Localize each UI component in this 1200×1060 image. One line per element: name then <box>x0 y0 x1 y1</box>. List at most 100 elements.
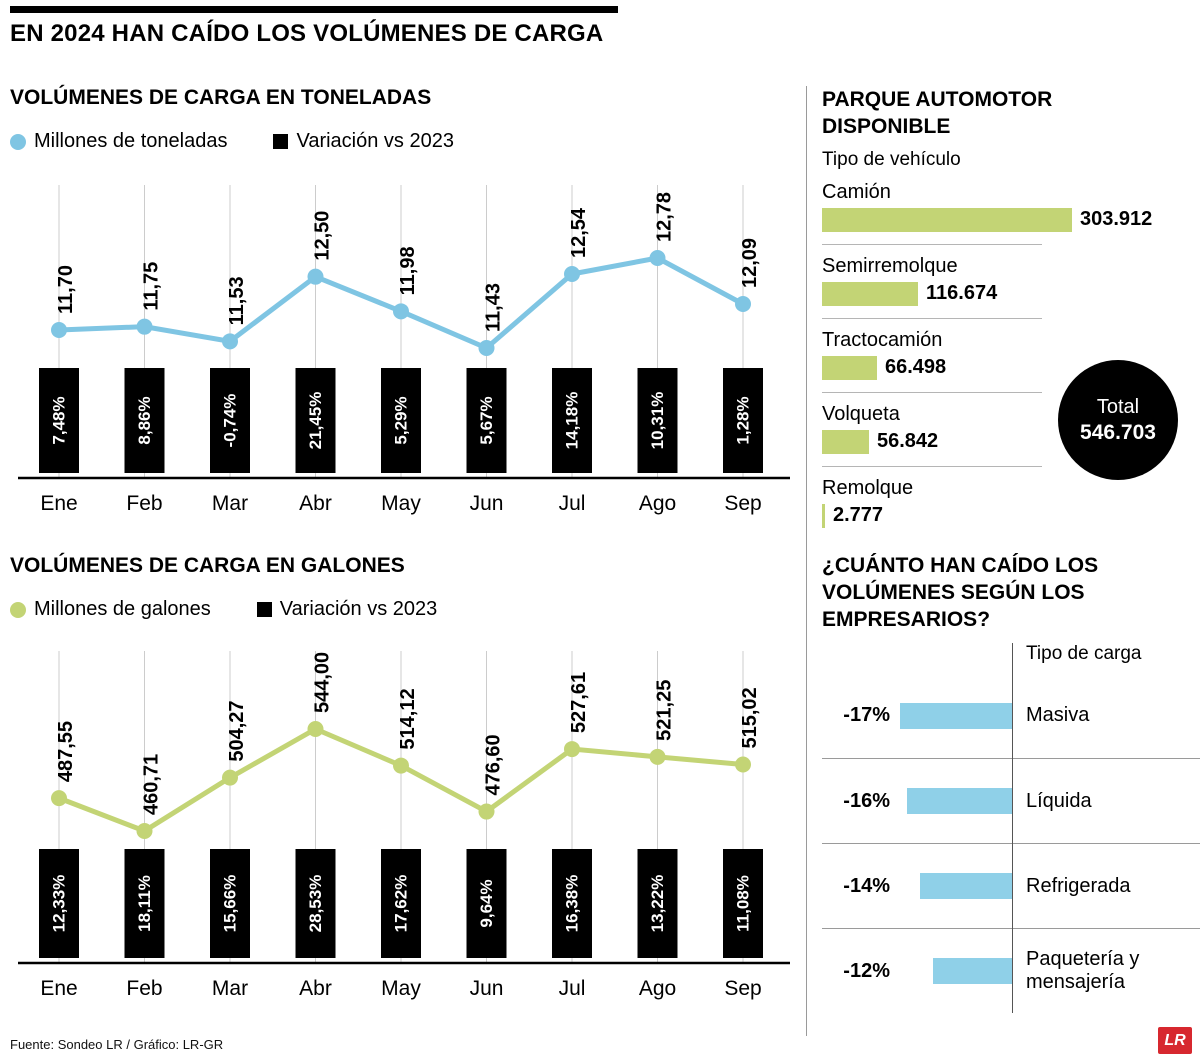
lr-logo: LR <box>1158 1027 1192 1054</box>
vehicle-bar-row: 56.842 <box>822 429 1200 454</box>
cargo-label: Masiva <box>1026 704 1090 727</box>
value-label: 504,27 <box>226 700 248 761</box>
data-point <box>51 790 67 807</box>
cargo-section: ¿CUÁNTO HAN CAÍDO LOS VOLÚMENES SEGÚN LO… <box>822 552 1200 1014</box>
galones-chart-block: VOLÚMENES DE CARGA EN GALONES Millones d… <box>10 554 798 1023</box>
cargo-bar <box>907 788 1012 815</box>
data-point <box>307 721 324 737</box>
month-label: Jul <box>559 492 586 515</box>
vehicle-value: 116.674 <box>926 282 998 305</box>
month-label: Feb <box>126 977 162 1000</box>
month-label: Abr <box>299 492 332 515</box>
vehicle-label: Volqueta <box>822 402 900 425</box>
data-point <box>478 803 495 820</box>
circle-marker-icon <box>10 133 26 150</box>
value-label: 11,70 <box>55 265 77 314</box>
divider <box>822 465 1042 467</box>
month-label: Mar <box>212 977 248 1000</box>
source-credit: Fuente: Sondeo LR / Gráfico: LR-GR <box>10 1037 224 1052</box>
charts-column: VOLÚMENES DE CARGA EN TONELADAS Millones… <box>10 86 798 1023</box>
cargo-bar <box>920 873 1012 900</box>
page-title: EN 2024 HAN CAÍDO LOS VOLÚMENES DE CARGA <box>10 20 604 47</box>
month-label: Ene <box>40 977 77 1000</box>
month-label: Jun <box>470 977 504 1000</box>
data-point <box>307 268 324 285</box>
value-label: 11,53 <box>226 276 248 325</box>
variation-label: 5,29% <box>392 396 411 444</box>
month-label: Ene <box>40 492 77 515</box>
cargo-percentage: -17% <box>843 704 890 727</box>
value-label: 12,78 <box>654 192 676 242</box>
month-label: Sep <box>724 492 761 515</box>
data-point <box>735 756 751 773</box>
variation-label: 21,45% <box>306 392 325 450</box>
circle-marker-icon <box>10 601 26 618</box>
value-label: 11,75 <box>141 262 163 311</box>
total-label: Total <box>1096 395 1140 418</box>
month-label: May <box>381 492 421 515</box>
galones-line-chart: 12,33% Ene 18,11% Feb 15,66% Mar 28,53% Abr 17,6… <box>18 651 790 1000</box>
vehicle-bar <box>822 355 877 380</box>
variation-bar <box>637 849 678 958</box>
data-point <box>222 769 238 786</box>
legend-item-toneladas: Millones de toneladas <box>10 130 227 153</box>
value-label: 476,60 <box>483 734 505 795</box>
data-point <box>51 322 67 338</box>
data-point <box>393 757 409 774</box>
vehicle-value: 2.777 <box>833 504 884 527</box>
month-label: Jun <box>470 492 504 515</box>
vehicle-value: 56.842 <box>877 430 939 453</box>
divider <box>822 317 1042 319</box>
variation-bar <box>124 368 165 473</box>
month-label: Ago <box>639 492 676 515</box>
variation-bar <box>124 849 165 958</box>
value-label: 12,09 <box>739 238 761 288</box>
vehicle-bar-row: 303.912 <box>822 207 1200 232</box>
vehicle-bar <box>822 281 918 306</box>
vehicle-bar-row: 2.777 <box>822 503 1200 528</box>
variation-label: 9,64% <box>477 879 496 927</box>
toneladas-legend: Millones de toneladas Variación vs 2023 <box>10 130 798 153</box>
galones-legend: Millones de galones Variación vs 2023 <box>10 598 798 621</box>
cargo-label: Refrigerada <box>1026 874 1131 897</box>
data-point <box>478 340 495 356</box>
vehicle-bar-row: 116.674 <box>822 281 1200 306</box>
cargo-percentage: -12% <box>843 959 890 982</box>
cargo-rows: -17% Masiva -16% Líquida -14% Refrigerada -12%… <box>822 673 1200 1013</box>
vehicle-bar-row: 66.498 <box>822 355 1200 380</box>
vehicle-label: Camión <box>822 180 891 203</box>
cargo-row: -14% Refrigerada <box>822 843 1200 928</box>
vehicle-item: Tractocamión 66.498 <box>822 329 1200 380</box>
total-value: 546.703 <box>1080 420 1156 444</box>
cargo-table: Tipo de carga -17% Masiva -16% Líquida -14% R… <box>822 643 1200 1014</box>
column-divider <box>806 86 807 1036</box>
value-label: 11,43 <box>483 283 505 332</box>
variation-label: 14,18% <box>563 392 582 450</box>
data-point <box>564 741 580 758</box>
cargo-divider-line <box>1012 643 1013 1014</box>
month-label: Sep <box>724 977 761 1000</box>
vehicle-label: Semirremolque <box>822 254 958 277</box>
variation-bar <box>466 368 507 473</box>
total-badge: Total 546.703 <box>1058 360 1178 480</box>
variation-bar <box>552 849 592 958</box>
divider <box>822 243 1042 245</box>
cargo-subtitle: Tipo de carga <box>1026 643 1142 665</box>
variation-bar <box>381 368 421 473</box>
variation-bar <box>723 368 763 473</box>
data-point <box>393 303 409 320</box>
data-point <box>222 333 238 350</box>
toneladas-chart-title: VOLÚMENES DE CARGA EN TONELADAS <box>10 86 432 109</box>
data-point <box>136 823 153 839</box>
variation-bar <box>381 849 421 958</box>
variation-label: 15,66% <box>221 875 240 933</box>
cargo-row: -17% Masiva <box>822 673 1200 758</box>
square-marker-icon <box>273 134 289 149</box>
toneladas-chart-block: VOLÚMENES DE CARGA EN TONELADAS Millones… <box>10 86 798 528</box>
legend-item-variacion: Variación vs 2023 <box>273 130 454 153</box>
cargo-row: -12% Paquetería y mensajería <box>822 928 1200 1013</box>
month-label: Ago <box>639 977 676 1000</box>
vehicle-bar <box>822 429 869 454</box>
top-rule <box>10 6 618 13</box>
